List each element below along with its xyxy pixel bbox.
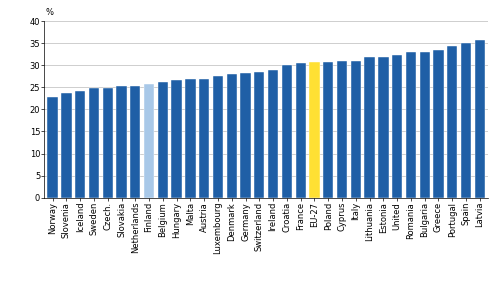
Bar bbox=[75, 92, 85, 198]
Bar bbox=[144, 84, 154, 198]
Bar bbox=[475, 40, 485, 198]
Bar bbox=[158, 82, 168, 198]
Bar bbox=[461, 43, 471, 198]
Bar bbox=[420, 52, 430, 198]
Bar bbox=[337, 61, 347, 198]
Bar bbox=[172, 80, 182, 198]
Bar bbox=[116, 86, 127, 198]
Bar bbox=[433, 50, 444, 198]
Bar bbox=[103, 88, 113, 198]
Bar bbox=[364, 57, 375, 198]
Bar bbox=[323, 62, 333, 198]
Bar bbox=[254, 72, 265, 198]
Bar bbox=[185, 78, 196, 198]
Bar bbox=[199, 78, 210, 198]
Bar bbox=[47, 97, 58, 198]
Bar bbox=[227, 74, 237, 198]
Bar bbox=[447, 46, 458, 198]
Text: %: % bbox=[46, 8, 54, 17]
Bar bbox=[241, 73, 251, 198]
Bar bbox=[130, 86, 141, 198]
Bar bbox=[61, 93, 71, 198]
Bar bbox=[309, 62, 319, 198]
Bar bbox=[378, 57, 388, 198]
Bar bbox=[213, 76, 223, 198]
Bar bbox=[295, 63, 306, 198]
Bar bbox=[89, 88, 99, 198]
Bar bbox=[282, 65, 292, 198]
Bar bbox=[351, 60, 361, 198]
Bar bbox=[392, 55, 402, 198]
Bar bbox=[268, 70, 278, 198]
Bar bbox=[406, 52, 416, 198]
